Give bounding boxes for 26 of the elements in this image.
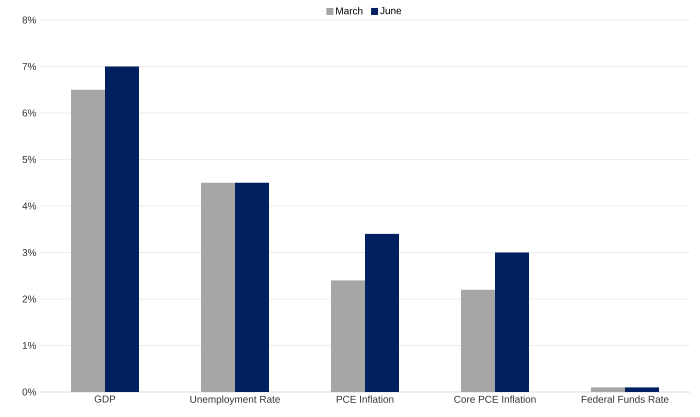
y-tick-label: 3% xyxy=(22,248,36,256)
x-tick-label: Unemployment Rate xyxy=(190,396,280,405)
y-tick-label: 1% xyxy=(22,342,36,349)
bar xyxy=(625,387,660,392)
bar xyxy=(461,290,496,392)
bar xyxy=(331,280,366,392)
y-tick-label: 4% xyxy=(22,202,36,210)
x-tick-label: Core PCE Inflation xyxy=(454,396,536,403)
x-tick-label: PCE Inflation xyxy=(336,396,394,403)
y-tick-label: 2% xyxy=(22,295,36,303)
bar xyxy=(235,182,269,392)
y-tick-label: 8% xyxy=(22,16,36,24)
bar xyxy=(591,387,626,392)
y-tick-label: 6% xyxy=(22,109,36,117)
legend-label: March xyxy=(336,7,362,14)
y-tick-label: 0% xyxy=(22,388,36,396)
y-tick-label: 5% xyxy=(22,156,36,164)
y-tick-label: 7% xyxy=(22,63,36,70)
bar xyxy=(495,252,530,392)
bar xyxy=(201,182,235,392)
bar xyxy=(71,90,105,392)
x-tick-label: GDP xyxy=(94,396,116,403)
bar xyxy=(105,66,139,392)
legend-label: June xyxy=(380,7,402,14)
x-tick-label: Federal Funds Rate xyxy=(582,396,669,403)
bar xyxy=(365,234,400,392)
